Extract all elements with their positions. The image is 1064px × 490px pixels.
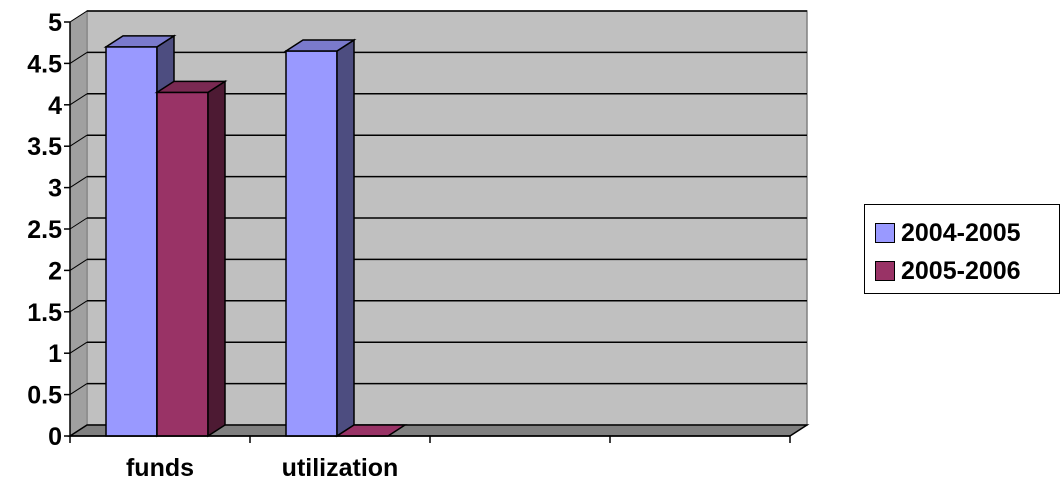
gridline-depth (69, 217, 88, 230)
legend-label-2005-2006: 2005-2006 (901, 257, 1021, 285)
y-tick-label: 3 (48, 175, 62, 203)
gridline-depth (69, 10, 88, 23)
y-tick-label: 0.5 (27, 382, 62, 410)
y-tick-label: 1.5 (27, 299, 62, 327)
bar-2004-2005-utilization (283, 38, 357, 438)
bar-2005-2006-funds (154, 80, 228, 438)
y-tick-label: 3.5 (27, 133, 62, 161)
x-tick-label: utilization (282, 454, 399, 482)
bar-side (207, 80, 226, 438)
y-tick-label: 1 (48, 340, 62, 368)
legend-label-2004-2005: 2004-2005 (901, 219, 1021, 247)
y-tick-label: 5 (48, 9, 62, 37)
legend-swatch-2005-2006 (875, 261, 895, 281)
bar-side (336, 38, 355, 438)
y-tick-label: 0 (48, 423, 62, 451)
bar-top (283, 39, 357, 52)
gridline-depth (69, 341, 88, 354)
gridline-depth (69, 258, 88, 271)
bar-front (285, 50, 338, 437)
gridline-depth (69, 93, 88, 106)
bar-top (154, 80, 228, 94)
bar-front (156, 91, 209, 437)
legend-item-2004-2005: 2004-2005 (875, 218, 1021, 248)
gridline-depth (69, 300, 88, 313)
y-tick-label: 4.5 (27, 50, 62, 78)
legend: 2004-2005 2005-2006 (864, 204, 1060, 294)
x-tick-label: funds (126, 454, 194, 482)
bar-top (103, 35, 177, 48)
bar-front (105, 46, 158, 437)
y-tick-label: 2 (48, 257, 62, 285)
gridline-depth (69, 134, 88, 147)
legend-swatch-2004-2005 (875, 223, 895, 243)
y-tick-label: 4 (48, 92, 62, 120)
gridline-depth (69, 51, 88, 64)
legend-item-2005-2006: 2005-2006 (875, 256, 1021, 286)
gridline-depth (69, 176, 88, 189)
y-tick-label: 2.5 (27, 216, 62, 244)
gridline-depth (69, 383, 88, 396)
